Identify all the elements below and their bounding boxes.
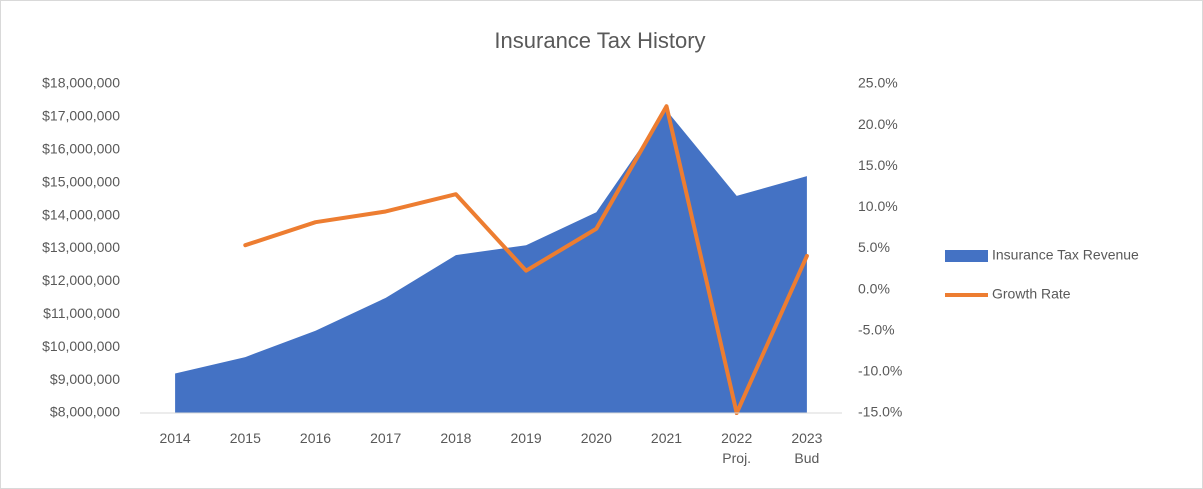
- y2-tick-label: 0.0%: [858, 280, 890, 296]
- x-tick-label: 2020: [580, 430, 612, 446]
- chart-title: Insurance Tax History: [494, 28, 705, 53]
- y2-tick-label: 15.0%: [858, 157, 898, 173]
- x-tick-label: 2018: [440, 430, 472, 446]
- y-tick-label: $18,000,000: [42, 75, 120, 91]
- y-tick-label: $16,000,000: [42, 141, 120, 157]
- x-tick-label: 2017: [370, 430, 402, 446]
- y-tick-label: $14,000,000: [42, 206, 120, 222]
- line: [243, 104, 809, 415]
- y2-tick-label: -15.0%: [858, 404, 902, 420]
- x-tick-label: 2015: [229, 430, 261, 446]
- y-tick-label: $10,000,000: [42, 338, 120, 354]
- y2-tick-label: -10.0%: [858, 363, 902, 379]
- y-tick-label: $11,000,000: [43, 305, 120, 321]
- y-tick-label: $13,000,000: [42, 239, 120, 255]
- y-tick-label: $12,000,000: [42, 272, 120, 288]
- area: [175, 110, 807, 413]
- y2-tick-label: 20.0%: [858, 116, 898, 132]
- x-tick-label: 2019: [510, 430, 542, 446]
- x-tick-label: 2023 Bud: [791, 430, 823, 466]
- y2-tick-label: 10.0%: [858, 198, 898, 214]
- legend-label: Growth Rate: [992, 286, 1071, 302]
- y-tick-label: $17,000,000: [42, 108, 120, 124]
- y2-tick-label: 5.0%: [858, 239, 890, 255]
- legend-label: Insurance Tax Revenue: [992, 247, 1139, 263]
- x-tick-label: 2014: [159, 430, 191, 446]
- y-tick-label: $9,000,000: [50, 371, 120, 387]
- y2-tick-label: -5.0%: [858, 321, 895, 337]
- y2-tick-label: 25.0%: [858, 75, 898, 91]
- x-tick-label: 2016: [299, 430, 332, 446]
- y-tick-label: $15,000,000: [42, 173, 120, 189]
- legend-swatch: [945, 250, 988, 262]
- x-tick-label: 2021: [650, 430, 683, 446]
- y-tick-label: $8,000,000: [50, 404, 120, 420]
- x-tick-label: 2022 Proj.: [721, 430, 753, 466]
